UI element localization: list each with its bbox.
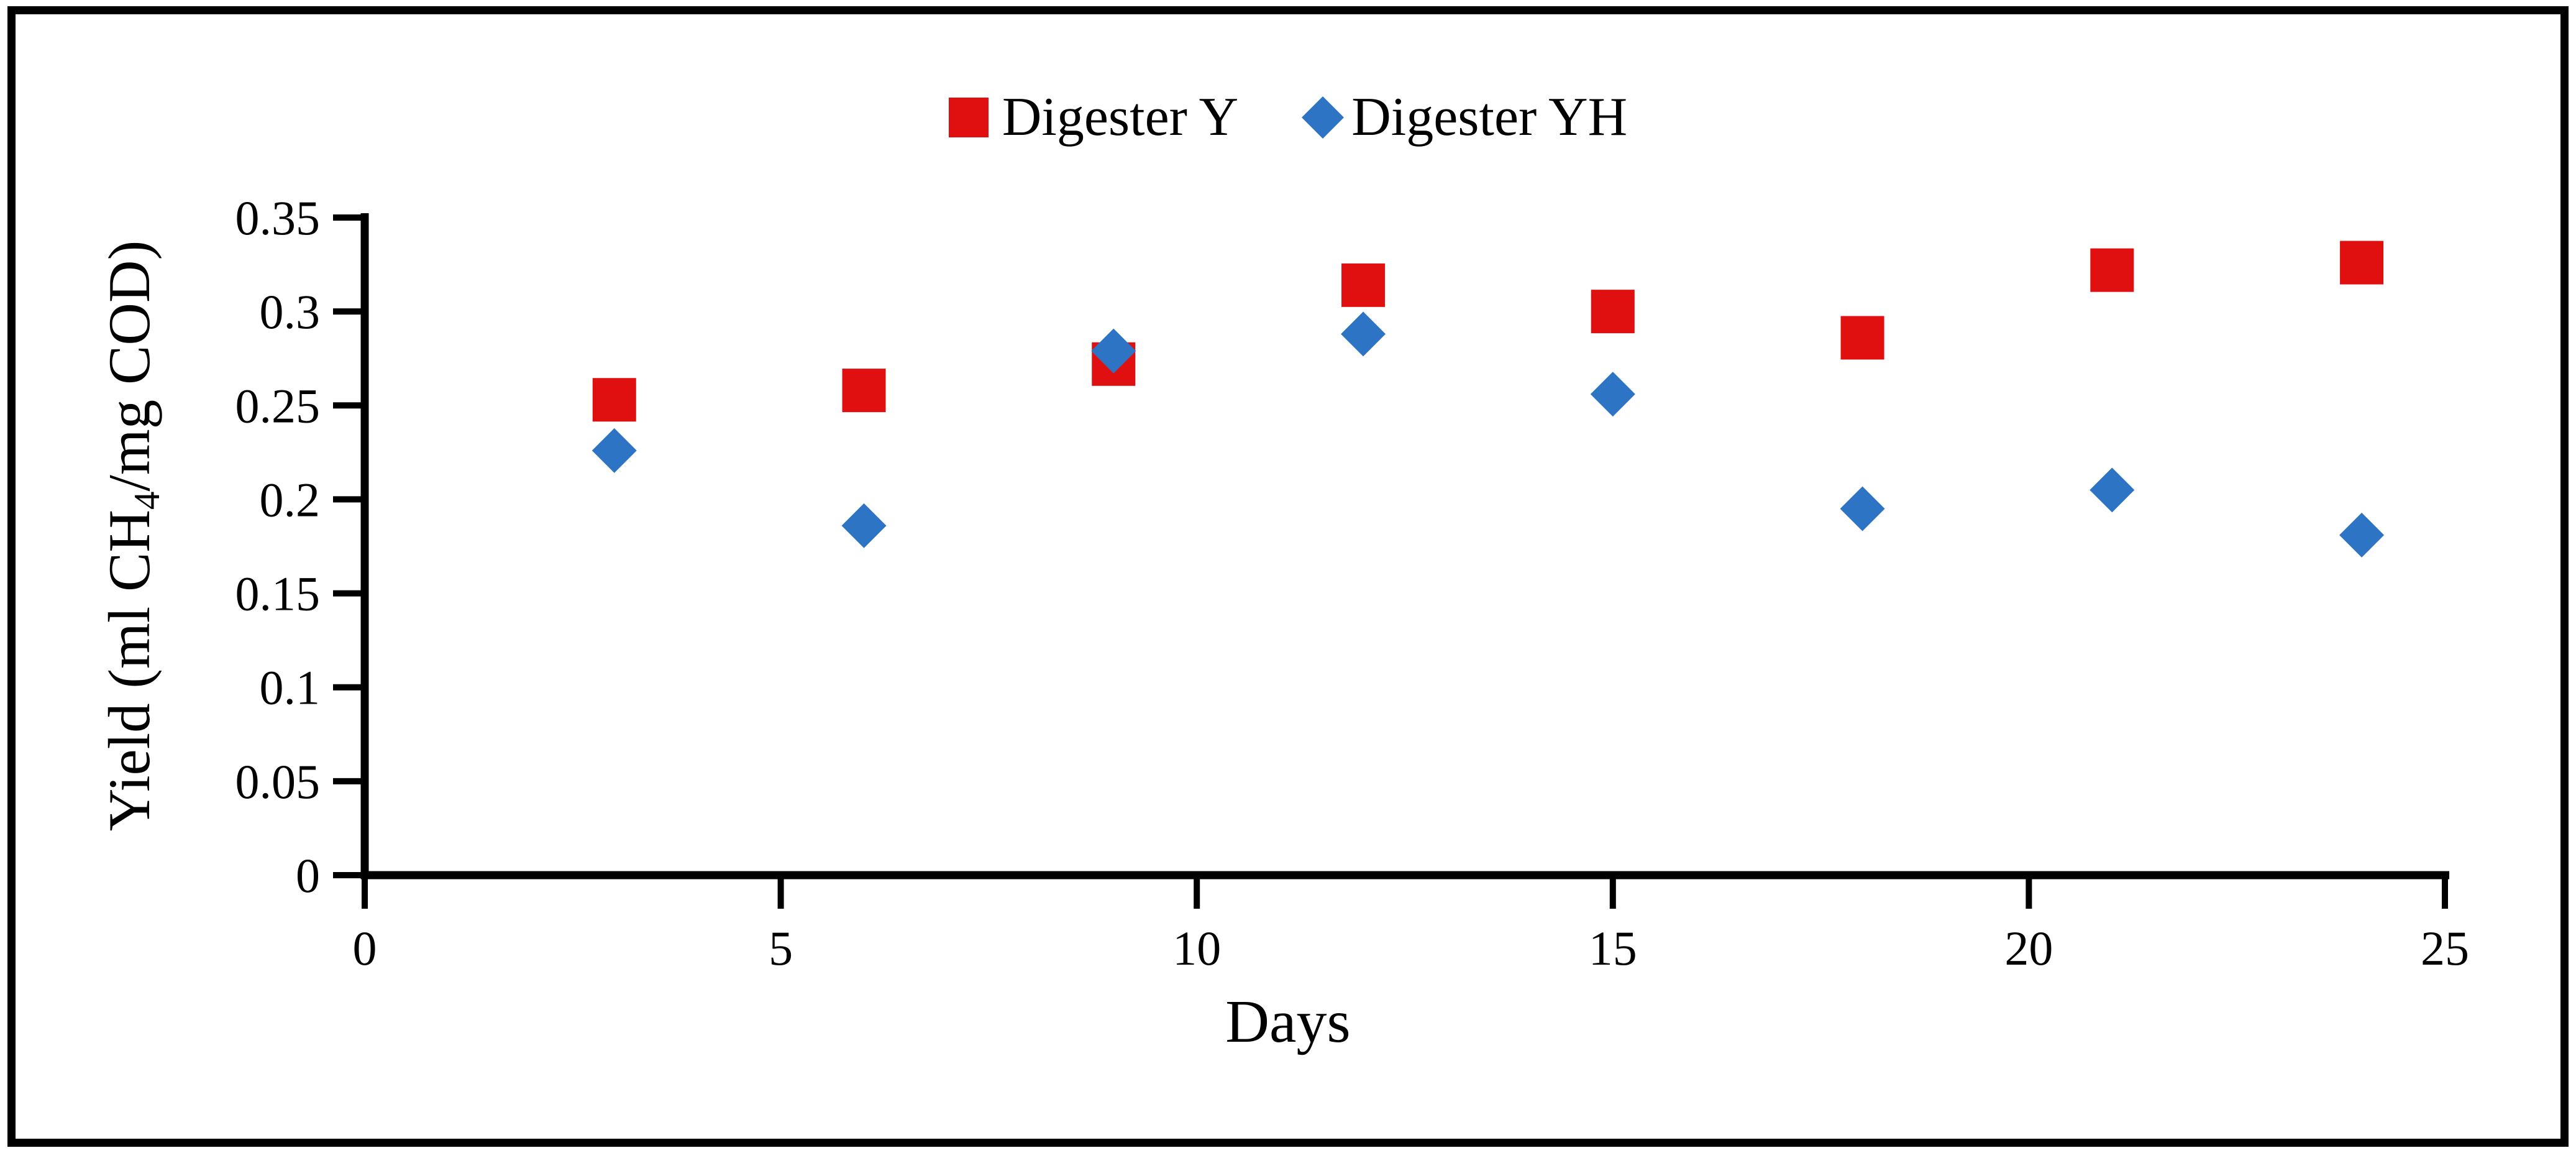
data-point-digester-yh [2090,467,2135,513]
data-point-digester-yh [1091,328,1136,374]
data-point-digester-y [1591,290,1635,334]
data-point-digester-y [842,369,886,413]
x-tick-label: 10 [1172,921,1221,975]
figure-border [7,6,2569,1147]
data-point-digester-yh [841,503,887,548]
legend-square-icon [948,97,989,137]
y-axis-title-text: Yield (ml CH [96,509,162,832]
y-tick-label: 0.15 [235,567,321,621]
y-tick-label: 0.1 [260,661,321,715]
y-axis-title-subscript: 4 [127,491,168,510]
y-tick-label: 0.2 [260,472,321,526]
x-tick-label: 20 [2004,921,2053,975]
data-point-digester-yh [1590,372,1635,417]
data-point-digester-y [1840,316,1884,360]
x-tick-label: 0 [353,921,377,975]
data-point-digester-y [592,378,636,422]
data-point-digester-yh [1341,311,1386,357]
y-tick-label: 0.25 [235,379,321,433]
x-tick-label: 15 [1589,921,1637,975]
data-point-digester-y [2340,241,2384,285]
data-point-digester-y [2090,248,2134,292]
x-tick-label: 25 [2421,921,2469,975]
data-point-digester-yh [2339,512,2385,558]
x-tick-label: 5 [769,921,793,975]
chart-legend: Digester Y Digester YH [0,86,2576,149]
legend-item-digester-yh: Digester YH [1302,86,1628,149]
legend-label: Digester YH [1351,87,1628,147]
legend-item-digester-y: Digester Y [948,86,1239,149]
y-tick-label: 0 [296,848,320,903]
legend-diamond-icon [1302,96,1345,139]
y-tick-label: 0.35 [235,191,321,245]
y-axis-title: Yield (ml CH4/mg COD) [95,241,168,831]
x-axis-title: Days [1225,988,1351,1055]
data-point-digester-y [1341,263,1386,307]
data-point-digester-yh [1840,486,1885,531]
y-tick-label: 0.05 [235,755,321,809]
legend-label: Digester Y [1002,87,1239,147]
y-tick-label: 0.3 [260,285,321,339]
y-axis-title-text: /mg COD) [96,240,162,492]
data-point-digester-yh [591,428,637,473]
